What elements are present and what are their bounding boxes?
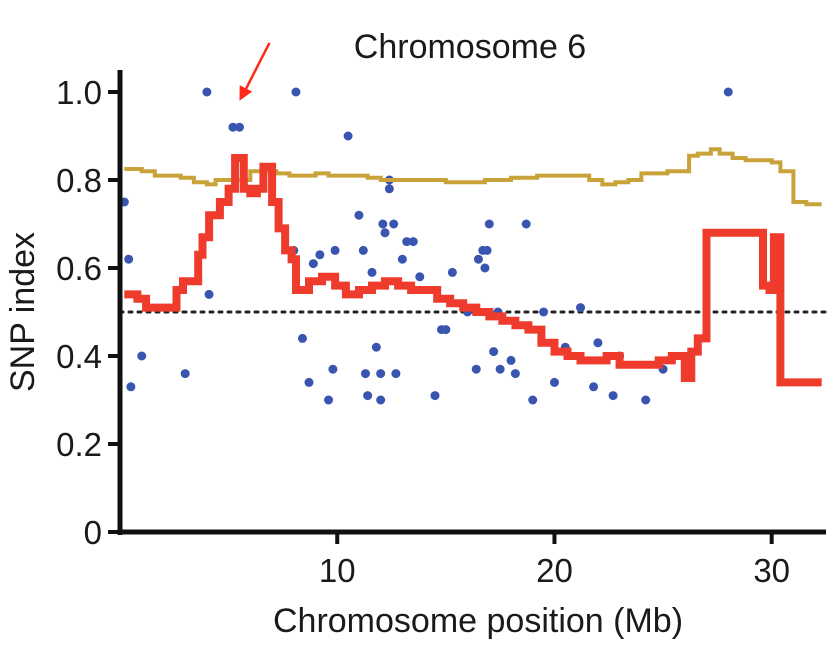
annotation-layer [239,42,271,101]
scatter-point [384,184,394,194]
scatter-point [489,347,499,357]
scatter-point [304,377,314,387]
scatter-point [363,391,373,401]
plot-area [118,87,828,405]
scatter-point [549,377,559,387]
y-axis-label: SNP index [4,232,42,392]
delta-snp-index-line [124,154,822,387]
scatter-point [330,245,340,255]
scatter-point [484,219,494,229]
scatter-point [495,364,505,374]
scatter-point [397,254,407,264]
annotation-arrow-head [239,85,253,101]
scatter-point [343,131,353,141]
y-tick-label: 0 [84,514,102,551]
scatter-point [589,382,599,392]
scatter-point [328,364,338,374]
scatter-point [308,259,318,269]
scatter-point [354,210,364,220]
scatter-point [528,395,538,405]
scatter-point [380,228,390,238]
scatter-point [291,87,301,97]
scatter-point [315,250,325,260]
scatter-point [126,382,136,392]
y-tick-label: 0.4 [56,338,102,375]
scatter-point [297,333,307,343]
scatter-point [473,254,483,264]
y-tick-label: 1.0 [56,74,102,111]
x-tick-label: 30 [753,552,790,589]
scatter-point [441,325,451,335]
chart-title: Chromosome 6 [354,28,586,66]
scatter-point [510,369,520,379]
scatter-point [539,307,549,317]
scatter-point [391,369,401,379]
annotation-arrow-shaft [243,42,271,93]
scatter-point [137,351,147,361]
scatter-point [234,122,244,132]
scatter-point [202,87,212,97]
scatter-point [471,364,481,374]
scatter-point [593,338,603,348]
scatter-point [608,391,618,401]
scatter-point [447,267,457,277]
axes: 0 0.2 0.4 0.6 0.8 1.0 10 20 30 [56,70,826,589]
scatter-point [228,122,238,132]
scatter-point [576,303,586,313]
scatter-point [180,369,190,379]
scatter-point [402,237,412,247]
y-tick-label: 0.8 [56,162,102,199]
scatter-point [430,391,440,401]
scatter-point [480,263,490,273]
scatter-point [360,369,370,379]
scatter-point [371,342,381,352]
y-tick-label: 0.6 [56,250,102,287]
scatter-point [408,237,418,247]
scatter-point [358,245,368,255]
scatter-point [389,219,399,229]
scatter-point [376,369,386,379]
scatter-point [521,219,531,229]
scatter-point [641,395,651,405]
scatter-point [124,254,134,264]
scatter-point [324,395,334,405]
scatter-point [367,267,377,277]
scatter-point [506,355,516,365]
scatter-point [378,219,388,229]
x-tick-label: 20 [536,552,573,589]
scatter-point [482,245,492,255]
x-tick-label: 10 [319,552,356,589]
scatter-point [376,395,386,405]
y-tick-label: 0.2 [56,426,102,463]
scatter-point [415,272,425,282]
scatter-point [204,289,214,299]
x-axis-label: Chromosome position (Mb) [273,602,683,640]
bulk-snp-index-line [124,147,822,207]
scatter-point [723,87,733,97]
